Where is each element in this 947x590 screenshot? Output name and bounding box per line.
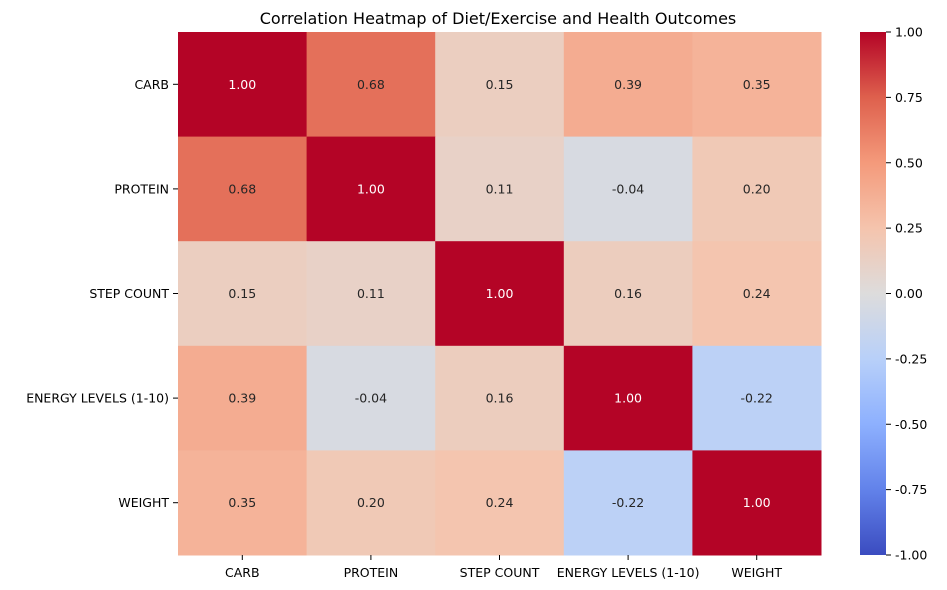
cell-step-count-energy-levels-1-10 [563,241,693,347]
cell-value-label: 1.00 [614,391,642,406]
chart-title: Correlation Heatmap of Diet/Exercise and… [260,9,737,28]
x-tick-label-carb: CARB [225,565,260,580]
y-tick-label-protein: PROTEIN [114,181,169,196]
colorbar-tick-label: 0.00 [895,286,923,301]
x-tick-label-weight: WEIGHT [731,565,782,580]
colorbar-tick-label: 0.25 [895,221,923,236]
colorbar-tick-label: -0.50 [895,417,927,432]
cell-value-label: 0.68 [357,77,385,92]
colorbar-tick-label: -0.25 [895,351,927,366]
cell-value-label: 0.20 [357,495,385,510]
y-tick-label-carb: CARB [134,77,169,92]
cell-value-label: 0.11 [357,286,385,301]
x-tick-label-protein: PROTEIN [344,565,399,580]
cell-weight-step-count [435,450,565,556]
cell-value-label: 1.00 [743,495,771,510]
cell-value-label: 0.15 [228,286,256,301]
cell-value-label: -0.04 [355,391,387,406]
cell-protein-protein [306,136,436,242]
cell-value-label: -0.04 [612,181,644,196]
cell-value-label: 0.11 [486,181,514,196]
cell-carb-energy-levels-1-10 [563,32,693,138]
colorbar-tick-label: 0.50 [895,155,923,170]
cell-weight-weight [692,450,822,556]
cell-energy-levels-1-10-protein [306,345,436,451]
cell-value-label: 1.00 [486,286,514,301]
colorbar-tick-label: 1.00 [895,25,923,40]
cell-protein-weight [692,136,822,242]
cell-value-label: -0.22 [741,391,773,406]
colorbar-tick-label: -0.75 [895,482,927,497]
cell-protein-carb [178,136,308,242]
colorbar: 1.00 0.75 0.50 0.25 0.00 -0.25 -0.50 -0.75 -1.00 [860,25,927,563]
cell-value-label: 0.20 [743,181,771,196]
cell-value-label: 1.00 [228,77,256,92]
colorbar-tick-label: -1.00 [895,548,927,563]
cell-step-count-carb [178,241,308,347]
cell-value-label: 0.24 [486,495,514,510]
cell-value-label: 0.35 [228,495,256,510]
cell-protein-step-count [435,136,565,242]
x-tick-label-energy-levels-1-10: ENERGY LEVELS (1-10) [557,565,700,580]
cell-carb-weight [692,32,822,138]
colorbar-gradient [860,32,886,555]
cell-value-label: 0.68 [228,181,256,196]
cell-energy-levels-1-10-carb [178,345,308,451]
y-axis: CARB PROTEIN STEP COUNT ENERGY LEVELS (1-10… [26,77,178,510]
x-tick-label-step-count: STEP COUNT [460,565,540,580]
cell-weight-carb [178,450,308,556]
cell-value-label: 0.39 [614,77,642,92]
cell-step-count-weight [692,241,822,347]
y-tick-label-step-count: STEP COUNT [89,286,169,301]
colorbar-tick-label: 0.75 [895,90,923,105]
cell-step-count-protein [306,241,436,347]
cell-energy-levels-1-10-step-count [435,345,565,451]
cell-value-label: 0.39 [228,391,256,406]
cell-weight-energy-levels-1-10 [563,450,693,556]
heatmap-cells: 1.00 0.68 0.15 0.39 0.35 0.68 1.00 0.11 -0.04 0.2… [178,32,822,556]
cell-value-label: 0.35 [743,77,771,92]
cell-energy-levels-1-10-energy-levels-1-10 [563,345,693,451]
x-axis: CARB PROTEIN STEP COUNT ENERGY LEVELS (1-10… [225,555,782,580]
cell-step-count-step-count [435,241,565,347]
y-tick-label-weight: WEIGHT [118,495,169,510]
cell-carb-step-count [435,32,565,138]
cell-protein-energy-levels-1-10 [563,136,693,242]
y-tick-label-energy-levels-1-10: ENERGY LEVELS (1-10) [26,391,169,406]
cell-value-label: -0.22 [612,495,644,510]
cell-value-label: 0.15 [486,77,514,92]
cell-value-label: 0.24 [743,286,771,301]
cell-carb-protein [306,32,436,138]
cell-weight-protein [306,450,436,556]
cell-value-label: 1.00 [357,181,385,196]
cell-value-label: 0.16 [486,391,514,406]
cell-carb-carb [178,32,308,138]
cell-energy-levels-1-10-weight [692,345,822,451]
cell-value-label: 0.16 [614,286,642,301]
